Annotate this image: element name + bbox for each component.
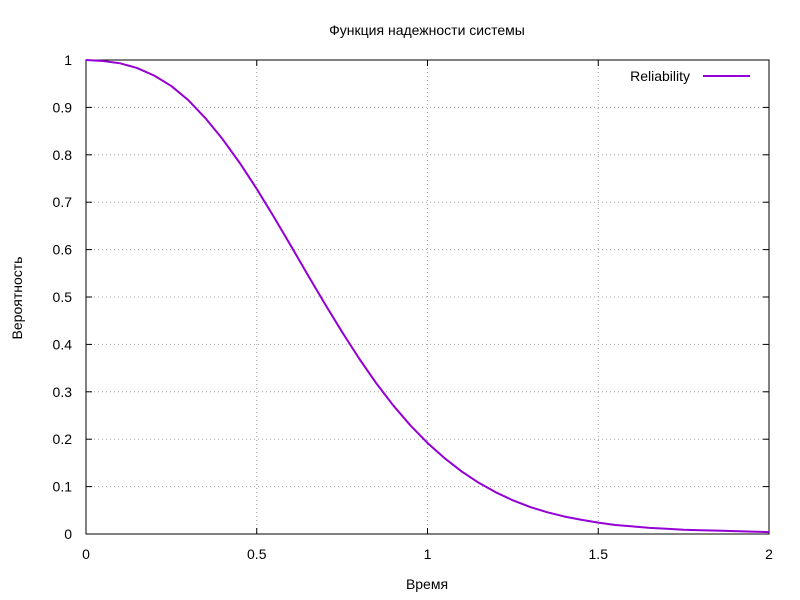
y-tick-label: 0.7 [53,194,73,210]
y-tick-label: 0 [64,526,72,542]
y-tick-label: 0.4 [53,336,73,352]
x-tick-label: 1 [424,546,432,562]
y-axis-ticks: 0 0.1 0.2 0.3 0.4 0.5 0.6 0.7 0.8 0.9 1 [53,52,769,542]
series-line-reliability [85,59,770,534]
y-tick-label: 0.2 [53,431,73,447]
y-tick-label: 0.8 [53,147,73,163]
y-tick-label: 1 [64,52,72,68]
x-axis-label: Время [406,576,448,592]
x-tick-label: 0 [82,546,90,562]
grid [86,60,769,534]
x-tick-label: 0.5 [247,546,267,562]
series-layer [85,59,770,534]
y-tick-label: 0.6 [53,242,73,258]
x-axis-ticks: 0 0.5 1 1.5 2 [82,60,773,562]
y-tick-label: 0.9 [53,99,73,115]
y-tick-label: 0.3 [53,384,73,400]
y-axis-label: Вероятность [9,257,25,340]
y-tick-label: 0.5 [53,289,73,305]
legend-label: Reliability [630,68,690,84]
x-tick-label: 2 [765,546,773,562]
chart-title: Функция надежности системы [329,22,525,38]
x-tick-label: 1.5 [589,546,609,562]
legend: Reliability [630,68,750,84]
y-tick-label: 0.1 [53,479,73,495]
